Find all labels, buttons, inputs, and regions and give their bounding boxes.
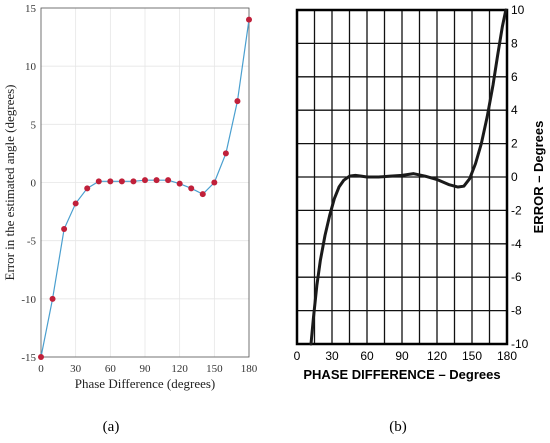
chart-a-data-point — [142, 177, 148, 184]
chart-a-data-point — [246, 16, 252, 23]
chart-a-data-point — [95, 178, 102, 185]
chart-a-data-point — [84, 185, 91, 192]
chart-a-x-tick-label: 60 — [105, 363, 117, 375]
chart-a-data-point — [153, 177, 160, 184]
chart-b-series-line — [309, 8, 508, 346]
chart-b-x-tick-label: 150 — [462, 349, 482, 363]
chart-a-data-point — [107, 178, 114, 185]
chart-b-grid — [296, 9, 508, 345]
chart-b-y-tick-label: 6 — [511, 70, 518, 84]
chart-b-x-tick-label: 120 — [427, 349, 447, 363]
chart-a-data-point — [234, 98, 241, 105]
chart-a: 0 30 60 90 120 150 180 -15 -10 -5 0 5 10 15 Phase Dif… — [2, 3, 258, 435]
chart-a-data-point — [211, 179, 218, 186]
chart-a-y-tick-label: 5 — [31, 119, 37, 131]
chart-a-plot-frame — [40, 7, 250, 358]
chart-b-y-tick-label: -2 — [511, 203, 522, 217]
chart-b: 0 30 60 90 120 150 180-10 -8 -6 -4 -2 0 2 4 6 8 10 PHASE… — [294, 3, 546, 382]
chart-a-data-point — [222, 150, 229, 157]
chart-b-x-tick-label: 0 — [294, 349, 301, 363]
chart-b-y-tick-label: 0 — [511, 170, 518, 184]
chart-b-x-tick-label: 180 — [497, 349, 517, 363]
chart-a-data-point — [38, 354, 44, 360]
chart-a-y-tick-label: 0 — [31, 178, 37, 190]
chart-a-y-axis-label: Error in the estimated angle (degrees) — [2, 85, 17, 281]
chart-a-panel-label: (a) — [103, 419, 120, 435]
chart-a-data-point — [130, 178, 137, 185]
chart-b-y-axis-label: ERROR – Degrees — [531, 121, 546, 234]
chart-a-data-point — [165, 177, 172, 184]
chart-a-data-point — [188, 185, 195, 192]
chart-a-x-tick-label: 120 — [171, 363, 188, 375]
chart-a-x-tick-label: 90 — [140, 363, 152, 375]
chart-b-plot-frame — [295, 8, 509, 346]
chart-b-x-tick-label: 60 — [360, 349, 374, 363]
chart-a-x-axis-label: Phase Difference (degrees) — [75, 376, 216, 391]
chart-b-y-tick-label: -6 — [511, 270, 522, 284]
chart-a-x-tick-label: 150 — [206, 363, 223, 375]
chart-b-y-tick-label: -10 — [511, 337, 529, 351]
chart-a-y-tick-label: 15 — [25, 3, 37, 15]
chart-b-x-axis-label: PHASE DIFFERENCE – Degrees — [303, 367, 500, 382]
chart-a-x-tick-label: 0 — [38, 363, 44, 375]
chart-b-panel-label: (b) — [389, 419, 407, 435]
chart-a-data-point — [176, 180, 183, 187]
chart-b-y-tick-label: 4 — [511, 103, 518, 117]
chart-a-markers — [38, 16, 252, 360]
chart-b-y-tick-label: 8 — [511, 36, 518, 50]
chart-b-y-tick-label: 10 — [511, 3, 525, 17]
chart-a-x-tick-label: 30 — [70, 363, 82, 375]
chart-a-x-tick-label: 180 — [241, 363, 258, 375]
chart-a-y-tick-label: 10 — [25, 61, 37, 73]
chart-a-data-point — [199, 191, 206, 198]
chart-b-y-tick-label: 2 — [511, 137, 518, 151]
chart-a-y-tick-label: -15 — [21, 352, 36, 364]
chart-a-data-point — [61, 226, 68, 233]
chart-b-ticks: 0 30 60 90 120 150 180-10 -8 -6 -4 -2 0 2 4 6 8 10 — [294, 3, 529, 363]
chart-a-data-point — [118, 178, 125, 185]
chart-b-x-tick-label: 90 — [395, 349, 409, 363]
chart-b-y-tick-label: -8 — [511, 304, 522, 318]
chart-a-ticks: 0 30 60 90 120 150 180 -15 -10 -5 0 5 10 15 — [21, 3, 257, 375]
chart-a-data-point — [49, 295, 56, 302]
chart-a-y-tick-label: -10 — [21, 294, 36, 306]
chart-b-y-tick-label: -4 — [511, 237, 522, 251]
chart-a-data-point — [72, 200, 79, 207]
chart-a-y-tick-label: -5 — [27, 236, 37, 248]
chart-b-x-tick-label: 30 — [325, 349, 339, 363]
